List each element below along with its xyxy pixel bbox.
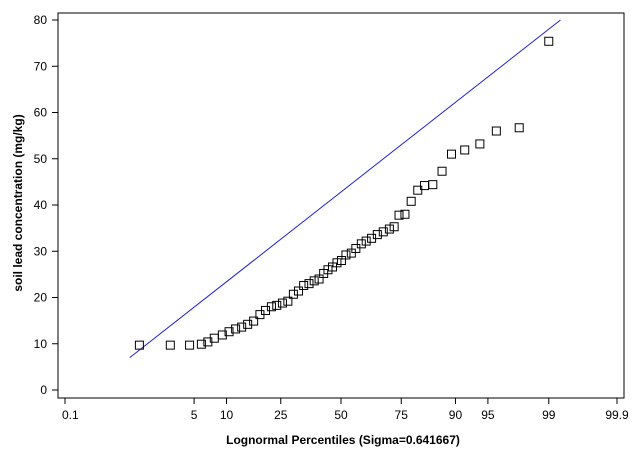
y-tick-label: 50 <box>34 152 48 166</box>
data-point <box>243 319 253 329</box>
x-tick-label: 50 <box>334 408 348 422</box>
data-point <box>249 316 259 326</box>
data-point <box>400 209 410 219</box>
data-point <box>356 239 366 249</box>
data-point <box>293 286 303 296</box>
data-point <box>231 324 241 334</box>
data-point <box>514 123 524 133</box>
y-tick-label: 10 <box>34 337 48 351</box>
data-point <box>217 330 227 340</box>
data-point <box>437 166 447 176</box>
reference-line <box>129 19 561 359</box>
data-point <box>299 280 309 290</box>
data-point <box>346 248 356 258</box>
y-axis: 0 10 20 30 40 50 60 70 80 <box>34 13 58 397</box>
data-point <box>224 327 234 337</box>
x-tick-label: 0.1 <box>62 408 79 422</box>
y-tick-label: 30 <box>34 244 48 258</box>
x-axis: 0.1 5 10 25 50 75 90 95 99 99.9 <box>62 398 629 422</box>
data-point <box>544 36 554 46</box>
data-point <box>428 180 438 190</box>
data-point <box>413 185 423 195</box>
data-point <box>323 265 333 275</box>
x-tick-label: 75 <box>395 408 409 422</box>
x-tick-label: 5 <box>191 408 198 422</box>
x-axis-title: Lognormal Percentiles (Sigma=0.641667) <box>226 433 460 447</box>
data-point <box>309 276 319 286</box>
data-point <box>394 210 404 220</box>
data-point <box>447 149 457 159</box>
data-points <box>134 36 554 350</box>
data-point <box>314 274 324 284</box>
x-tick-label: 90 <box>449 408 463 422</box>
data-point <box>460 145 470 155</box>
y-tick-label: 70 <box>34 59 48 73</box>
data-point <box>351 243 361 253</box>
data-point <box>361 236 371 246</box>
x-tick-label: 99 <box>542 408 556 422</box>
x-tick-label: 25 <box>274 408 288 422</box>
data-point <box>283 296 293 306</box>
data-point <box>266 302 276 312</box>
data-point <box>304 279 314 289</box>
plot-frame <box>57 12 625 399</box>
data-point <box>491 126 501 136</box>
data-point <box>165 340 175 350</box>
data-point <box>389 222 399 232</box>
y-tick-label: 80 <box>34 13 48 27</box>
data-point <box>134 340 144 350</box>
data-point <box>378 227 388 237</box>
x-tick-label: 10 <box>220 408 234 422</box>
data-point <box>372 230 382 240</box>
data-point <box>272 300 282 310</box>
data-point <box>237 322 247 332</box>
data-point <box>185 340 195 350</box>
y-tick-label: 0 <box>40 383 47 397</box>
x-tick-label: 99.9 <box>605 408 629 422</box>
data-point <box>196 339 206 349</box>
data-point <box>277 298 287 308</box>
data-point <box>288 289 298 299</box>
y-tick-label: 40 <box>34 198 48 212</box>
data-point <box>475 139 485 149</box>
data-point <box>341 250 351 260</box>
y-tick-label: 60 <box>34 106 48 120</box>
data-point <box>384 224 394 234</box>
x-tick-label: 95 <box>481 408 495 422</box>
y-tick-label: 20 <box>34 291 48 305</box>
data-point <box>406 196 416 206</box>
y-axis-title: soil lead concentration (mg/kg) <box>11 114 25 291</box>
